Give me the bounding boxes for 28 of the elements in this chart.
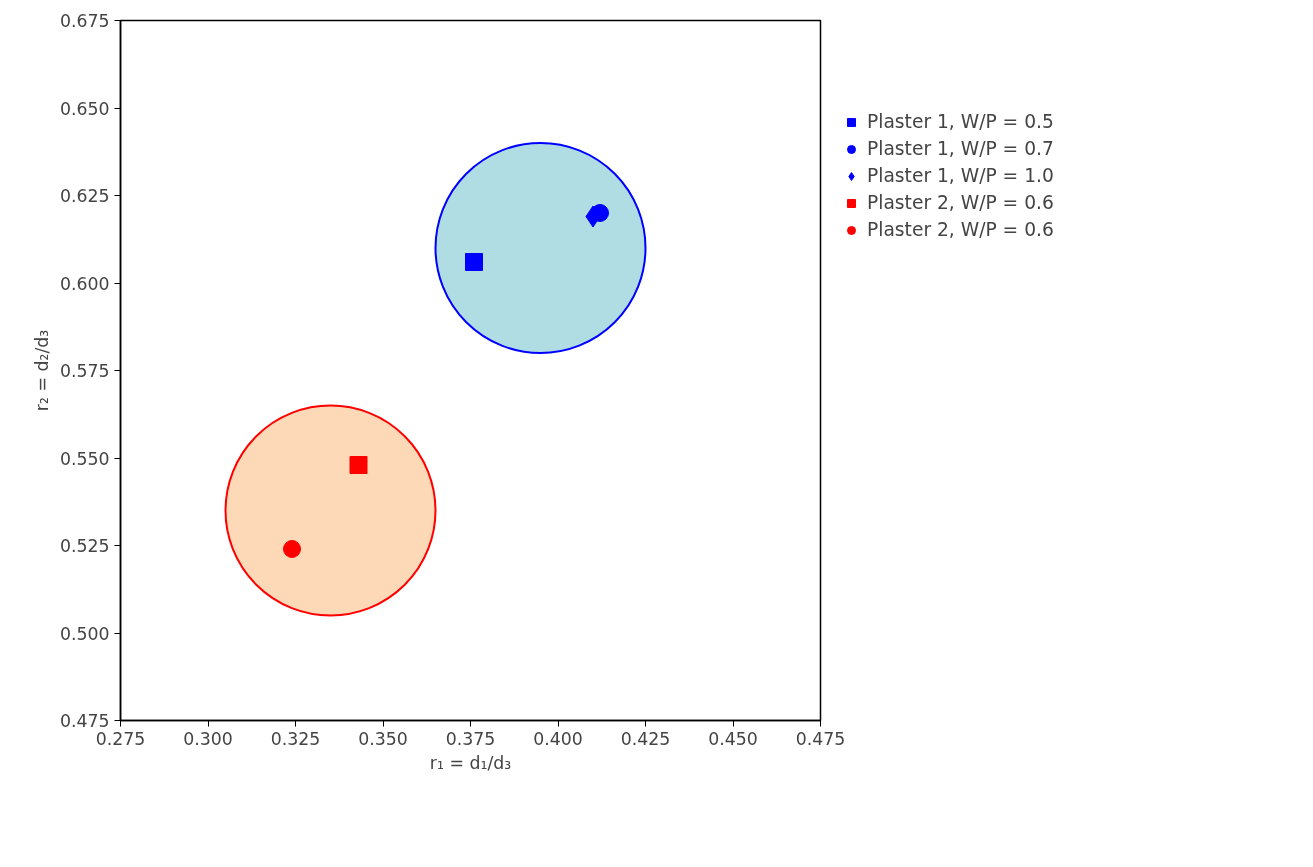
x-tick-label: 0.375 xyxy=(445,728,496,749)
x-axis-title: r₁ = d₁/d₃ xyxy=(429,752,512,773)
y-tick-label: 0.475 xyxy=(59,711,110,731)
y-tick-label: 0.500 xyxy=(59,623,110,644)
x-tick-label: 0.300 xyxy=(183,728,233,749)
point xyxy=(283,540,301,558)
x-tick-label: 0.325 xyxy=(270,728,321,749)
y-axis-title: r₂ = d₂/d₃ xyxy=(31,329,52,412)
y-tick-label: 0.675 xyxy=(59,11,110,31)
legend-label: Plaster 2, W/P = 0.6 xyxy=(867,219,1054,240)
y-tick-label: 0.575 xyxy=(59,361,110,381)
x-tick-label: 0.425 xyxy=(620,728,671,749)
legend-label: Plaster 1, W/P = 0.5 xyxy=(867,111,1054,132)
y-tick-label: 0.550 xyxy=(59,448,110,469)
x-tick-label: 0.350 xyxy=(358,728,408,749)
y-tick-label: 0.650 xyxy=(59,98,110,119)
x-tick-label: 0.275 xyxy=(95,728,146,749)
legend-label: Plaster 1, W/P = 1.0 xyxy=(867,165,1054,186)
y-tick-label: 0.525 xyxy=(59,536,110,556)
x-tick-label: 0.475 xyxy=(795,728,846,749)
legend-label: Plaster 2, W/P = 0.6 xyxy=(867,192,1054,213)
x-tick-label: 0.400 xyxy=(533,728,583,749)
point xyxy=(465,253,483,271)
point xyxy=(349,456,368,474)
y-tick-label: 0.625 xyxy=(59,186,110,206)
x-tick-label: 0.450 xyxy=(708,728,758,749)
y-tick-label: 0.600 xyxy=(59,273,110,294)
legend-label: Plaster 1, W/P = 0.7 xyxy=(867,138,1054,159)
